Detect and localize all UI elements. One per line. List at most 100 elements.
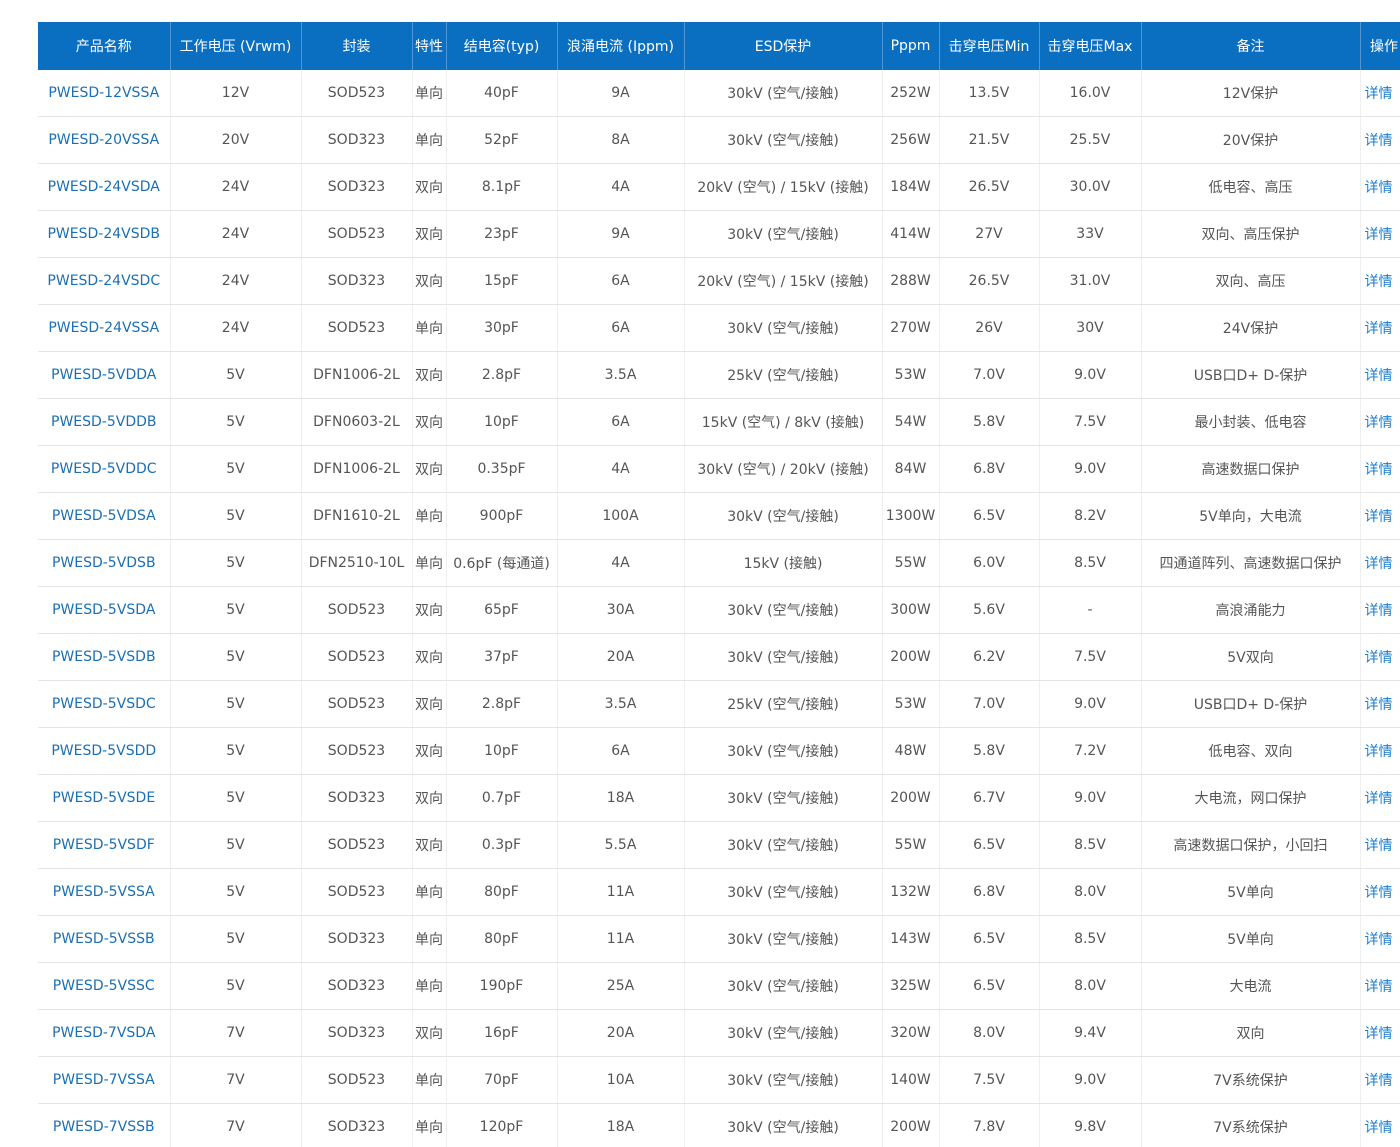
header-cell: 工作电压 (Vrwm) <box>170 22 302 70</box>
table-cell: 6.7V <box>939 774 1040 822</box>
table-cell: 8.0V <box>1039 868 1142 916</box>
product-link[interactable]: PWESD-5VSDF <box>38 821 171 869</box>
header-row: 产品名称 工作电压 (Vrwm) 封装 特性 结电容(typ) 浪涌电流 (Ippm) ES… <box>38 22 1400 70</box>
detail-link[interactable]: 详情 <box>1360 539 1400 587</box>
table-cell: 54W <box>882 398 940 446</box>
table-row: PWESD-5VDSA 5V DFN1610-2L 单向 900pF 100A 30kV (… <box>38 492 1400 540</box>
table-cell: 6.8V <box>939 868 1040 916</box>
table-cell: 4A <box>557 163 685 211</box>
detail-link[interactable]: 详情 <box>1360 915 1400 963</box>
detail-link[interactable]: 详情 <box>1360 163 1400 211</box>
table-cell: 414W <box>882 210 940 258</box>
detail-link[interactable]: 详情 <box>1360 962 1400 1010</box>
product-link[interactable]: PWESD-24VSDA <box>38 163 171 211</box>
detail-link[interactable]: 详情 <box>1360 1056 1400 1104</box>
product-link[interactable]: PWESD-24VSDB <box>38 210 171 258</box>
detail-link[interactable]: 详情 <box>1360 116 1400 164</box>
detail-link[interactable]: 详情 <box>1360 821 1400 869</box>
table-cell: 10pF <box>446 398 558 446</box>
table-cell: 16.0V <box>1039 70 1142 117</box>
table-cell: 5V <box>170 821 302 869</box>
table-row: PWESD-5VDSB 5V DFN2510-10L 单向 0.6pF (每通道) 4A 1… <box>38 539 1400 587</box>
table-cell: 6.5V <box>939 962 1040 1010</box>
table-cell: USB口D+ D-保护 <box>1141 351 1361 399</box>
table-cell: SOD523 <box>301 727 413 775</box>
product-link[interactable]: PWESD-5VSSB <box>38 915 171 963</box>
table-cell: 0.3pF <box>446 821 558 869</box>
table-row: PWESD-5VSDB 5V SOD523 双向 37pF 20A 30kV (空气/接触)… <box>38 633 1400 681</box>
table-cell: 18A <box>557 1103 685 1147</box>
table-cell: 双向 <box>412 774 447 822</box>
table-cell: 25A <box>557 962 685 1010</box>
detail-link[interactable]: 详情 <box>1360 351 1400 399</box>
product-link[interactable]: PWESD-24VSSA <box>38 304 171 352</box>
detail-link[interactable]: 详情 <box>1360 210 1400 258</box>
product-link[interactable]: PWESD-20VSSA <box>38 116 171 164</box>
detail-link[interactable]: 详情 <box>1360 257 1400 305</box>
table-cell: 7V系统保护 <box>1141 1056 1361 1104</box>
detail-link[interactable]: 详情 <box>1360 398 1400 446</box>
table-cell: 25.5V <box>1039 116 1142 164</box>
table-row: PWESD-5VSDA 5V SOD523 双向 65pF 30A 30kV (空气/接触)… <box>38 586 1400 634</box>
detail-link[interactable]: 详情 <box>1360 492 1400 540</box>
table-cell: 20kV (空气) / 15kV (接触) <box>684 257 883 305</box>
product-link[interactable]: PWESD-5VSDA <box>38 586 171 634</box>
table-cell: 143W <box>882 915 940 963</box>
table-cell: 单向 <box>412 1056 447 1104</box>
product-link[interactable]: PWESD-24VSDC <box>38 257 171 305</box>
table-row: PWESD-12VSSA 12V SOD523 单向 40pF 9A 30kV (空气/接触… <box>38 70 1400 117</box>
table-cell: 5V <box>170 868 302 916</box>
product-link[interactable]: PWESD-7VSSA <box>38 1056 171 1104</box>
table-cell: 5V单向，大电流 <box>1141 492 1361 540</box>
table-cell: 1300W <box>882 492 940 540</box>
product-link[interactable]: PWESD-5VDDB <box>38 398 171 446</box>
detail-link[interactable]: 详情 <box>1360 868 1400 916</box>
detail-link[interactable]: 详情 <box>1360 1009 1400 1057</box>
table-row: PWESD-5VSDD 5V SOD523 双向 10pF 6A 30kV (空气/接触) 4… <box>38 727 1400 775</box>
product-link[interactable]: PWESD-7VSSB <box>38 1103 171 1147</box>
product-link[interactable]: PWESD-5VSDD <box>38 727 171 775</box>
table-cell: 6A <box>557 727 685 775</box>
detail-link[interactable]: 详情 <box>1360 680 1400 728</box>
table-cell: 30kV (空气/接触) <box>684 774 883 822</box>
table-row: PWESD-7VSDA 7V SOD323 双向 16pF 20A 30kV (空气/接触)… <box>38 1009 1400 1057</box>
detail-link[interactable]: 详情 <box>1360 70 1400 117</box>
table-cell: 4A <box>557 539 685 587</box>
table-cell: 24V <box>170 210 302 258</box>
product-link[interactable]: PWESD-5VDSA <box>38 492 171 540</box>
product-link[interactable]: PWESD-12VSSA <box>38 70 171 117</box>
table-cell: 双向 <box>412 398 447 446</box>
detail-link[interactable]: 详情 <box>1360 633 1400 681</box>
product-link[interactable]: PWESD-5VDDA <box>38 351 171 399</box>
product-link[interactable]: PWESD-7VSDA <box>38 1009 171 1057</box>
detail-link[interactable]: 详情 <box>1360 304 1400 352</box>
table-cell: 37pF <box>446 633 558 681</box>
product-link[interactable]: PWESD-5VDDC <box>38 445 171 493</box>
product-link[interactable]: PWESD-5VSDC <box>38 680 171 728</box>
product-link[interactable]: PWESD-5VSSC <box>38 962 171 1010</box>
detail-link[interactable]: 详情 <box>1360 774 1400 822</box>
table-cell: DFN2510-10L <box>301 539 413 587</box>
table-cell: 26.5V <box>939 257 1040 305</box>
table-row: PWESD-24VSDA 24V SOD323 双向 8.1pF 4A 20kV (空气) … <box>38 163 1400 211</box>
table-cell: 200W <box>882 1103 940 1147</box>
table-cell: 300W <box>882 586 940 634</box>
detail-link[interactable]: 详情 <box>1360 586 1400 634</box>
table-cell: 30kV (空气/接触) <box>684 70 883 117</box>
detail-link[interactable]: 详情 <box>1360 1103 1400 1147</box>
table-cell: 9.4V <box>1039 1009 1142 1057</box>
product-link[interactable]: PWESD-5VSDB <box>38 633 171 681</box>
table-cell: 8.1pF <box>446 163 558 211</box>
table-cell: 5V <box>170 539 302 587</box>
detail-link[interactable]: 详情 <box>1360 727 1400 775</box>
table-cell: 252W <box>882 70 940 117</box>
product-link[interactable]: PWESD-5VSSA <box>38 868 171 916</box>
table-cell: 7.5V <box>1039 633 1142 681</box>
table-cell: 7.0V <box>939 351 1040 399</box>
product-link[interactable]: PWESD-5VSDE <box>38 774 171 822</box>
table-cell: 双向 <box>412 257 447 305</box>
table-cell: 5V <box>170 962 302 1010</box>
table-cell: 30pF <box>446 304 558 352</box>
product-link[interactable]: PWESD-5VDSB <box>38 539 171 587</box>
detail-link[interactable]: 详情 <box>1360 445 1400 493</box>
